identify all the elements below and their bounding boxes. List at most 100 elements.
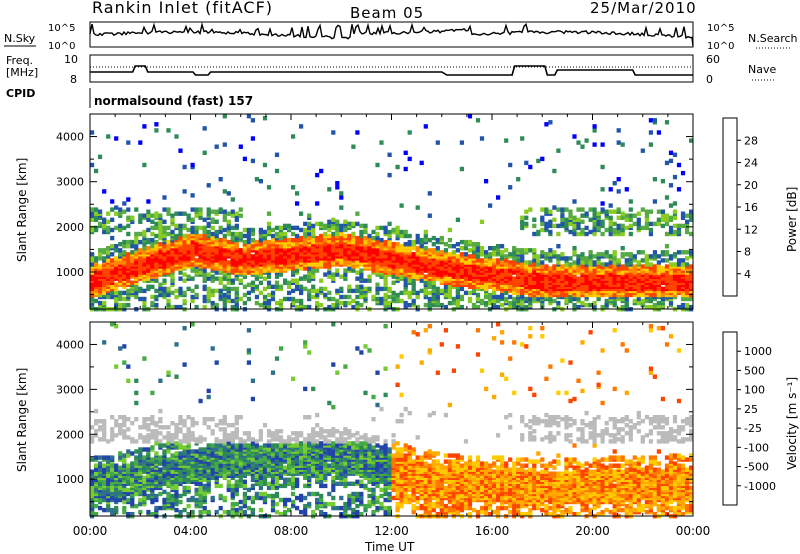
heatmap-cell [138, 231, 143, 237]
heatmap-cell [588, 217, 593, 222]
heatmap-cell [166, 302, 171, 308]
heatmap-cell [114, 364, 119, 369]
heatmap-cell [685, 296, 690, 302]
heatmap-cell [556, 231, 561, 237]
heatmap-cell [331, 217, 336, 222]
heatmap-cell [106, 455, 111, 460]
heatmap-cell [146, 493, 151, 499]
heatmap-cell [664, 244, 670, 249]
heatmap-cell [102, 223, 107, 229]
heatmap-cell [419, 288, 424, 294]
heatmap-cell [359, 274, 364, 279]
heatmap-cell [222, 292, 227, 298]
heatmap-cell [335, 268, 340, 273]
heatmap-cell [206, 294, 211, 300]
heatmap-cell [118, 270, 123, 275]
heatmap-cell [218, 451, 223, 456]
noise-left-label: N.Sky [4, 32, 36, 45]
heatmap-cell [234, 260, 239, 265]
heatmap-cell [355, 294, 360, 300]
heatmap-cell [230, 209, 235, 214]
heatmap-cell [234, 231, 239, 237]
heatmap-cell [572, 223, 577, 229]
heatmap-cell [226, 441, 231, 446]
heatmap-cell [500, 250, 505, 255]
heatmap-cell [383, 304, 388, 310]
heatmap-cell [214, 423, 219, 428]
heatmap-cell [644, 298, 649, 304]
heatmap-cell [656, 130, 661, 135]
heatmap-cell [544, 122, 549, 127]
heatmap-cell [668, 282, 674, 287]
heatmap-cell [194, 284, 199, 289]
heatmap-cell [170, 439, 175, 444]
heatmap-cell [343, 268, 348, 273]
heatmap-cell [126, 252, 131, 257]
heatmap-cell [126, 364, 131, 369]
heatmap-cell [652, 264, 657, 269]
heatmap-cell [287, 254, 292, 259]
heatmap-cell [238, 415, 243, 420]
heatmap-cell [114, 290, 119, 296]
heatmap-cell [214, 467, 219, 472]
heatmap-cell [230, 197, 235, 202]
heatmap-cell [222, 431, 227, 436]
heatmap-cell [142, 250, 147, 255]
heatmap-cell [110, 512, 115, 517]
heatmap-cell [459, 294, 464, 300]
heatmap-cell [130, 256, 135, 261]
heatmap-cell [94, 298, 99, 304]
heatmap-cell [150, 445, 155, 450]
heatmap-cell [154, 211, 159, 216]
heatmap-cell [528, 248, 533, 253]
heatmap-cell [146, 427, 151, 432]
heatmap-cell [210, 304, 215, 310]
heatmap-cell [443, 292, 448, 298]
heatmap-cell [383, 300, 388, 306]
heatmap-cell [689, 250, 694, 255]
heatmap-cell [114, 282, 119, 287]
heatmap-cell [142, 435, 147, 440]
heatmap-cell [134, 286, 139, 292]
heatmap-cell [504, 138, 509, 143]
heatmap-cell [206, 388, 211, 394]
heatmap-cell [508, 260, 513, 265]
heatmap-cell [652, 221, 657, 227]
heatmap-cell [479, 284, 485, 289]
heatmap-cell [238, 499, 243, 505]
power-colorbar-label: Power [dB] [785, 187, 799, 252]
heatmap-cell [134, 378, 139, 383]
heatmap-cell [122, 435, 127, 440]
heatmap-cell [90, 262, 95, 267]
heatmap-cell [580, 300, 585, 306]
heatmap-cell [689, 231, 694, 237]
heatmap-cell [158, 213, 163, 218]
heatmap-cell [664, 270, 670, 275]
heatmap-cell [134, 252, 139, 257]
heatmap-cell [548, 252, 553, 257]
heatmap-cell [520, 254, 525, 259]
heatmap-cell [387, 300, 392, 306]
heatmap-cell [685, 290, 690, 296]
heatmap-cell [114, 136, 119, 141]
heatmap-cell [158, 229, 163, 235]
heatmap-cell [628, 217, 633, 222]
heatmap-cell [648, 130, 653, 135]
heatmap-cell [471, 250, 477, 255]
heatmap-cell [182, 189, 187, 194]
heatmap-cell [435, 237, 440, 243]
heatmap-cell [584, 231, 589, 237]
heatmap-cell [198, 489, 203, 495]
heatmap-cell [98, 300, 103, 306]
heatmap-cell [182, 449, 187, 454]
heatmap-cell [371, 294, 376, 300]
heatmap-cell [162, 443, 167, 448]
heatmap-cell [323, 223, 328, 229]
heatmap-cell [170, 213, 175, 218]
heatmap-cell [685, 274, 690, 279]
heatmap-cell [162, 497, 167, 503]
heatmap-cell [230, 304, 235, 310]
heatmap-cell [375, 282, 380, 287]
heatmap-cell [351, 246, 356, 251]
heatmap-cell [222, 209, 227, 214]
